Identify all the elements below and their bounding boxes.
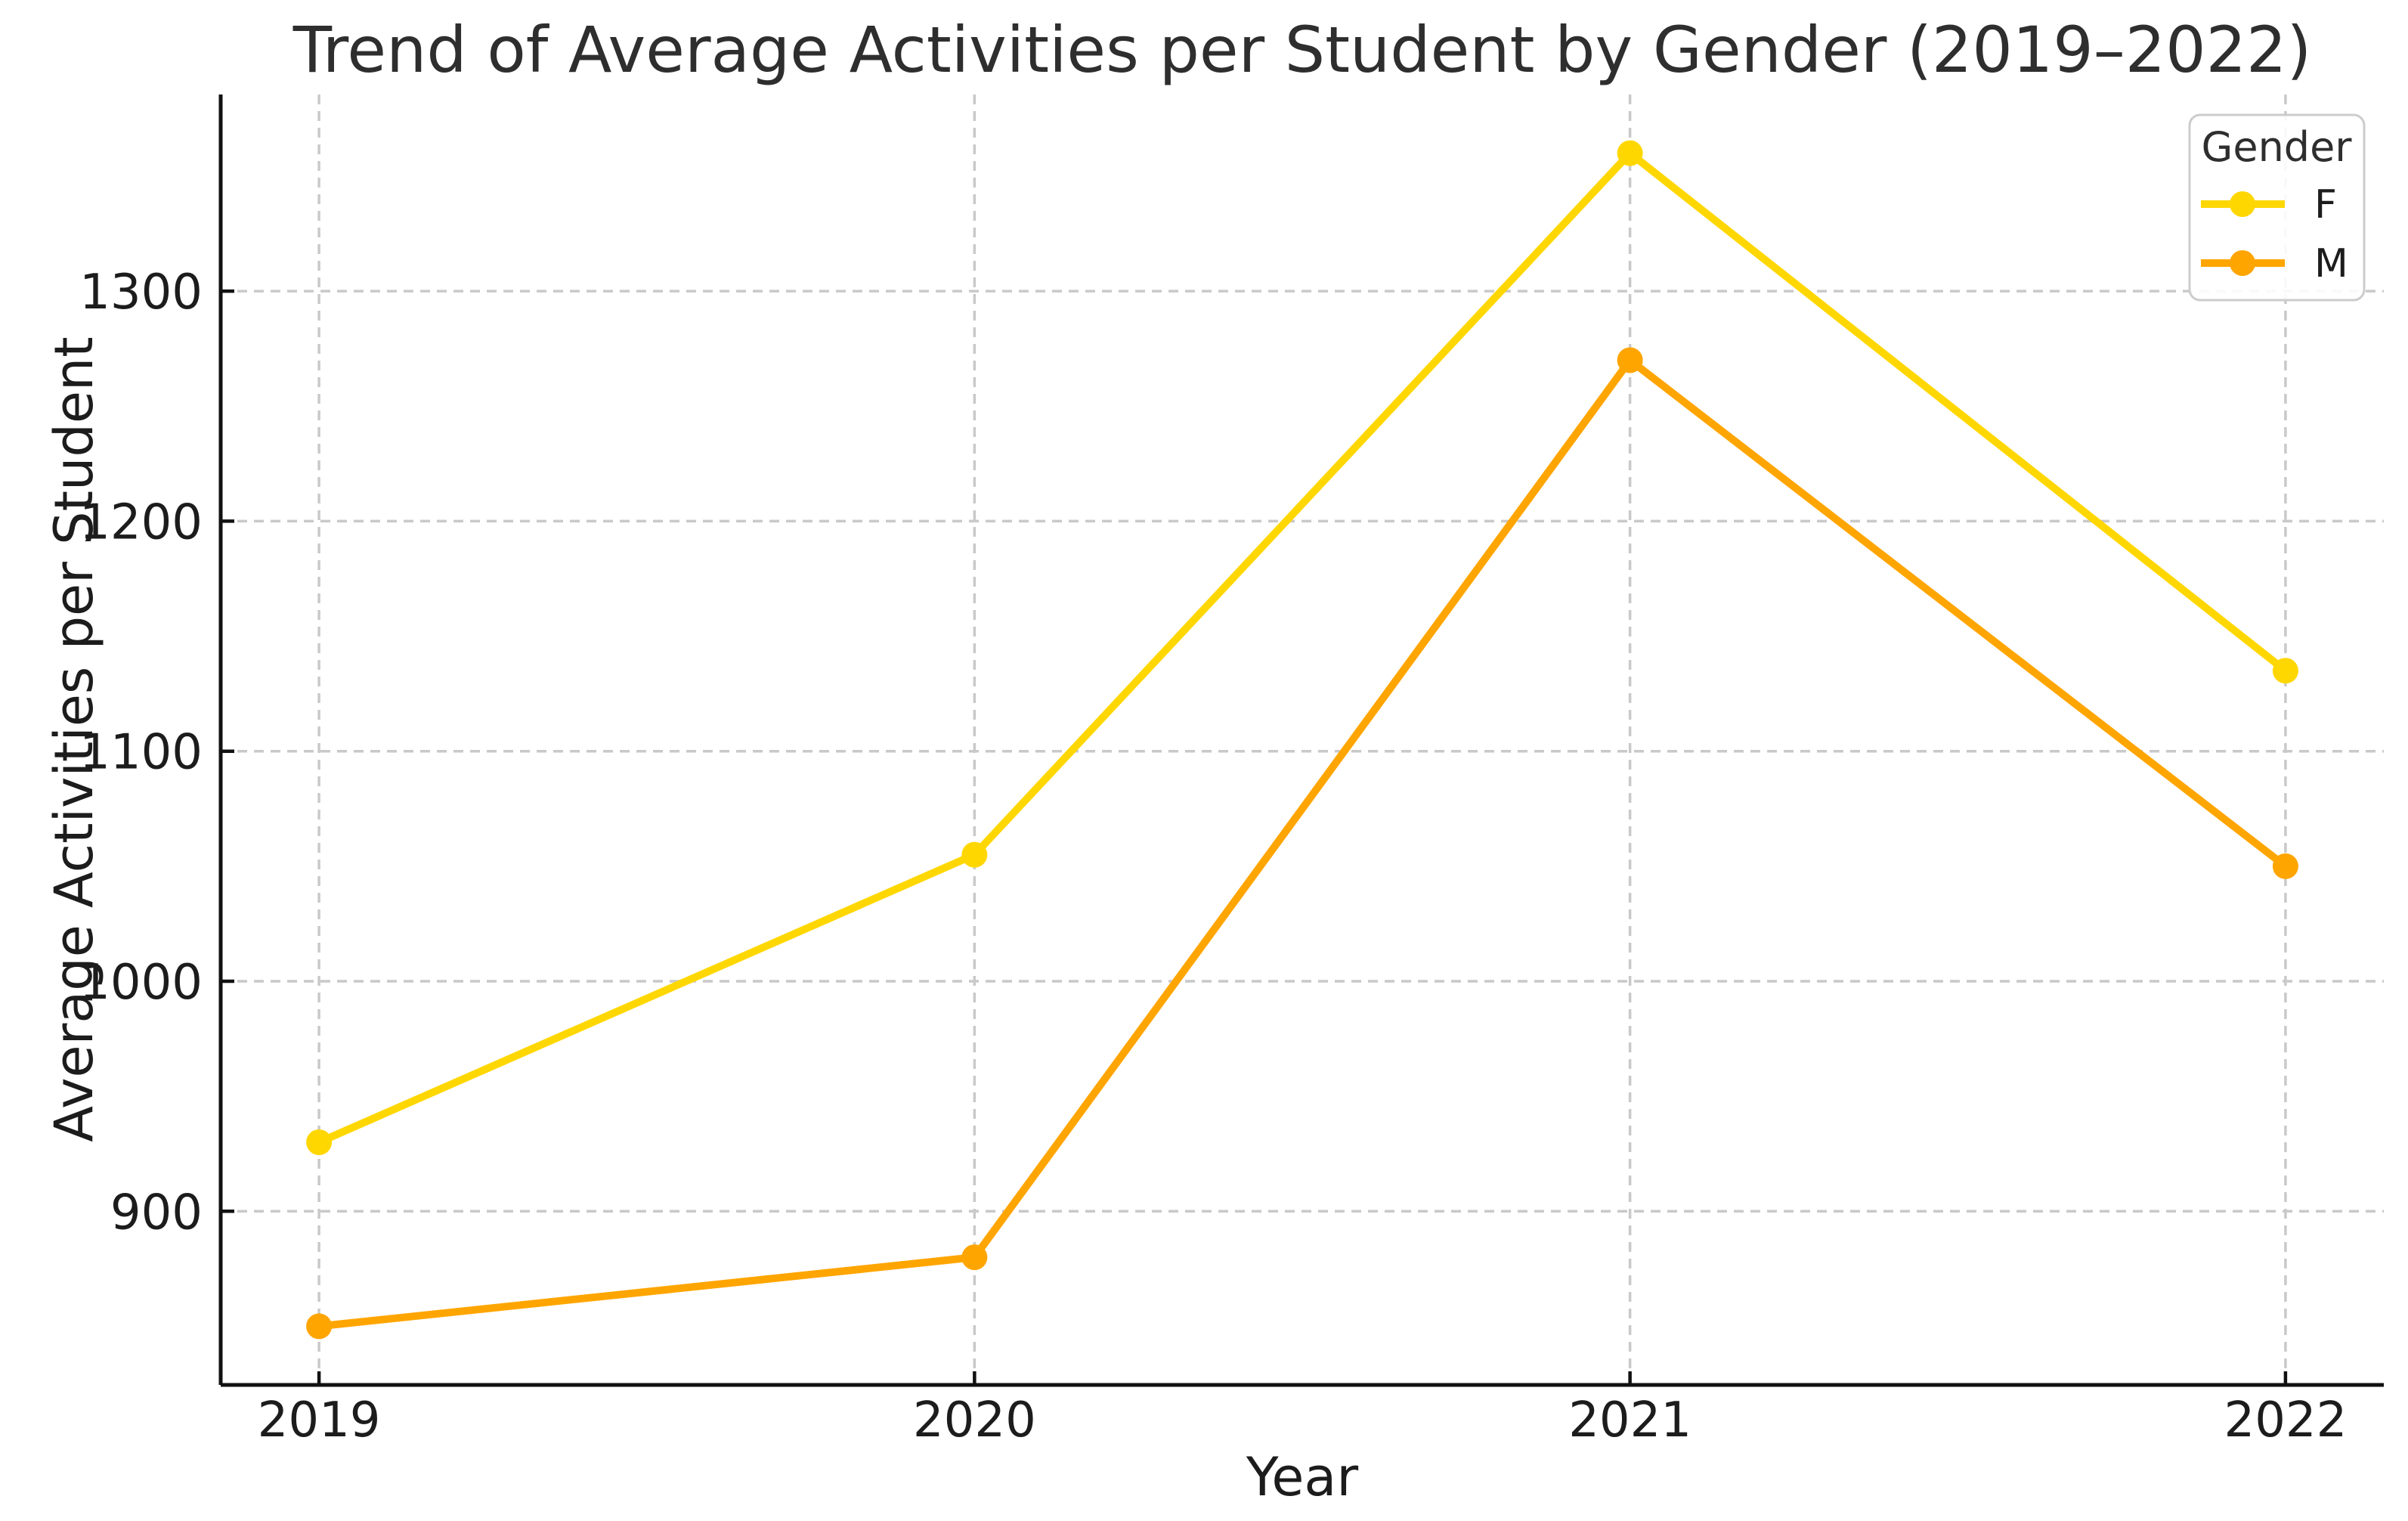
legend-marker-m xyxy=(2230,250,2255,276)
x-tick-label: 2020 xyxy=(913,1392,1036,1448)
legend-label-m: M xyxy=(2314,241,2348,287)
y-tick-label: 1200 xyxy=(79,494,203,550)
y-tick-label: 1000 xyxy=(79,955,203,1011)
legend: Gender F M xyxy=(2188,113,2366,302)
x-tick-label: 2022 xyxy=(2224,1392,2347,1448)
data-point-m-2019 xyxy=(306,1313,333,1340)
axes-layer xyxy=(218,94,2384,1387)
legend-title: Gender xyxy=(2202,123,2353,171)
grid-layer xyxy=(221,94,2384,1385)
data-point-f-2019 xyxy=(306,1129,333,1155)
x-tick-label: 2019 xyxy=(258,1392,381,1448)
data-point-m-2022 xyxy=(2272,853,2298,879)
data-point-f-2020 xyxy=(961,841,988,868)
y-tick-label: 900 xyxy=(110,1185,203,1241)
legend-marker-f xyxy=(2230,191,2255,217)
series-line-m xyxy=(315,356,2289,1330)
data-point-f-2022 xyxy=(2272,658,2298,684)
data-point-m-2021 xyxy=(1617,347,1643,373)
y-tick-label: 1100 xyxy=(79,725,203,781)
chart-title: Trend of Average Activities per Student … xyxy=(292,13,2312,87)
series-line-f xyxy=(315,149,2289,1146)
x-tick-label: 2021 xyxy=(1568,1392,1691,1448)
data-point-f-2021 xyxy=(1617,140,1643,166)
series-layer xyxy=(306,140,2298,1340)
data-point-m-2020 xyxy=(961,1244,988,1271)
legend-label-f: F xyxy=(2314,182,2337,228)
y-tick-label: 1300 xyxy=(79,265,203,321)
legend-entry-f: F xyxy=(2201,182,2337,228)
tick-label-layer: 2019 2020 2021 2022 900 1000 1100 1200 1300 xyxy=(79,265,2347,1448)
legend-entry-m: M xyxy=(2201,241,2348,287)
x-axis-label: Year xyxy=(1246,1446,1358,1508)
y-axis-label: Average Activities per Student xyxy=(43,336,105,1142)
